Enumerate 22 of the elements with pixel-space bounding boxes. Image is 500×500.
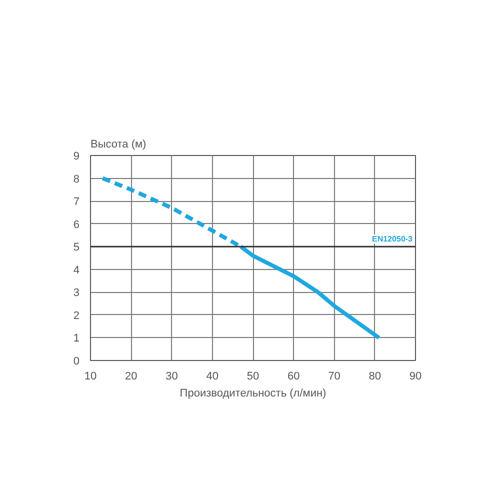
x-tick-label: 10 [84, 370, 97, 382]
x-tick-label: 80 [368, 370, 382, 382]
y-tick-label: 1 [73, 332, 80, 345]
y-tick-label: 5 [73, 242, 80, 254]
y-tick-label: 2 [73, 310, 80, 322]
x-axis-title: Производительность (л/мин) [180, 388, 326, 400]
x-tick-label: 30 [166, 370, 178, 382]
x-tick-label: 50 [246, 370, 260, 382]
ref-line-label: EN12050-3 [372, 234, 414, 244]
x-tick-label: 40 [206, 370, 219, 382]
x-tick-label: 20 [125, 370, 138, 382]
y-tick-label: 0 [73, 356, 80, 368]
y-tick-label: 4 [73, 264, 80, 276]
y-tick-label: 6 [73, 218, 80, 231]
x-tick-label: 90 [409, 370, 422, 382]
x-tick-label: 70 [328, 370, 340, 382]
y-axis-title: Высота (м) [90, 138, 146, 150]
y-tick-label: 8 [73, 173, 80, 186]
x-tick-label: 60 [288, 370, 300, 382]
y-tick-label: 9 [73, 150, 80, 162]
y-tick-label: 7 [73, 196, 80, 208]
y-tick-label: 3 [73, 287, 80, 300]
